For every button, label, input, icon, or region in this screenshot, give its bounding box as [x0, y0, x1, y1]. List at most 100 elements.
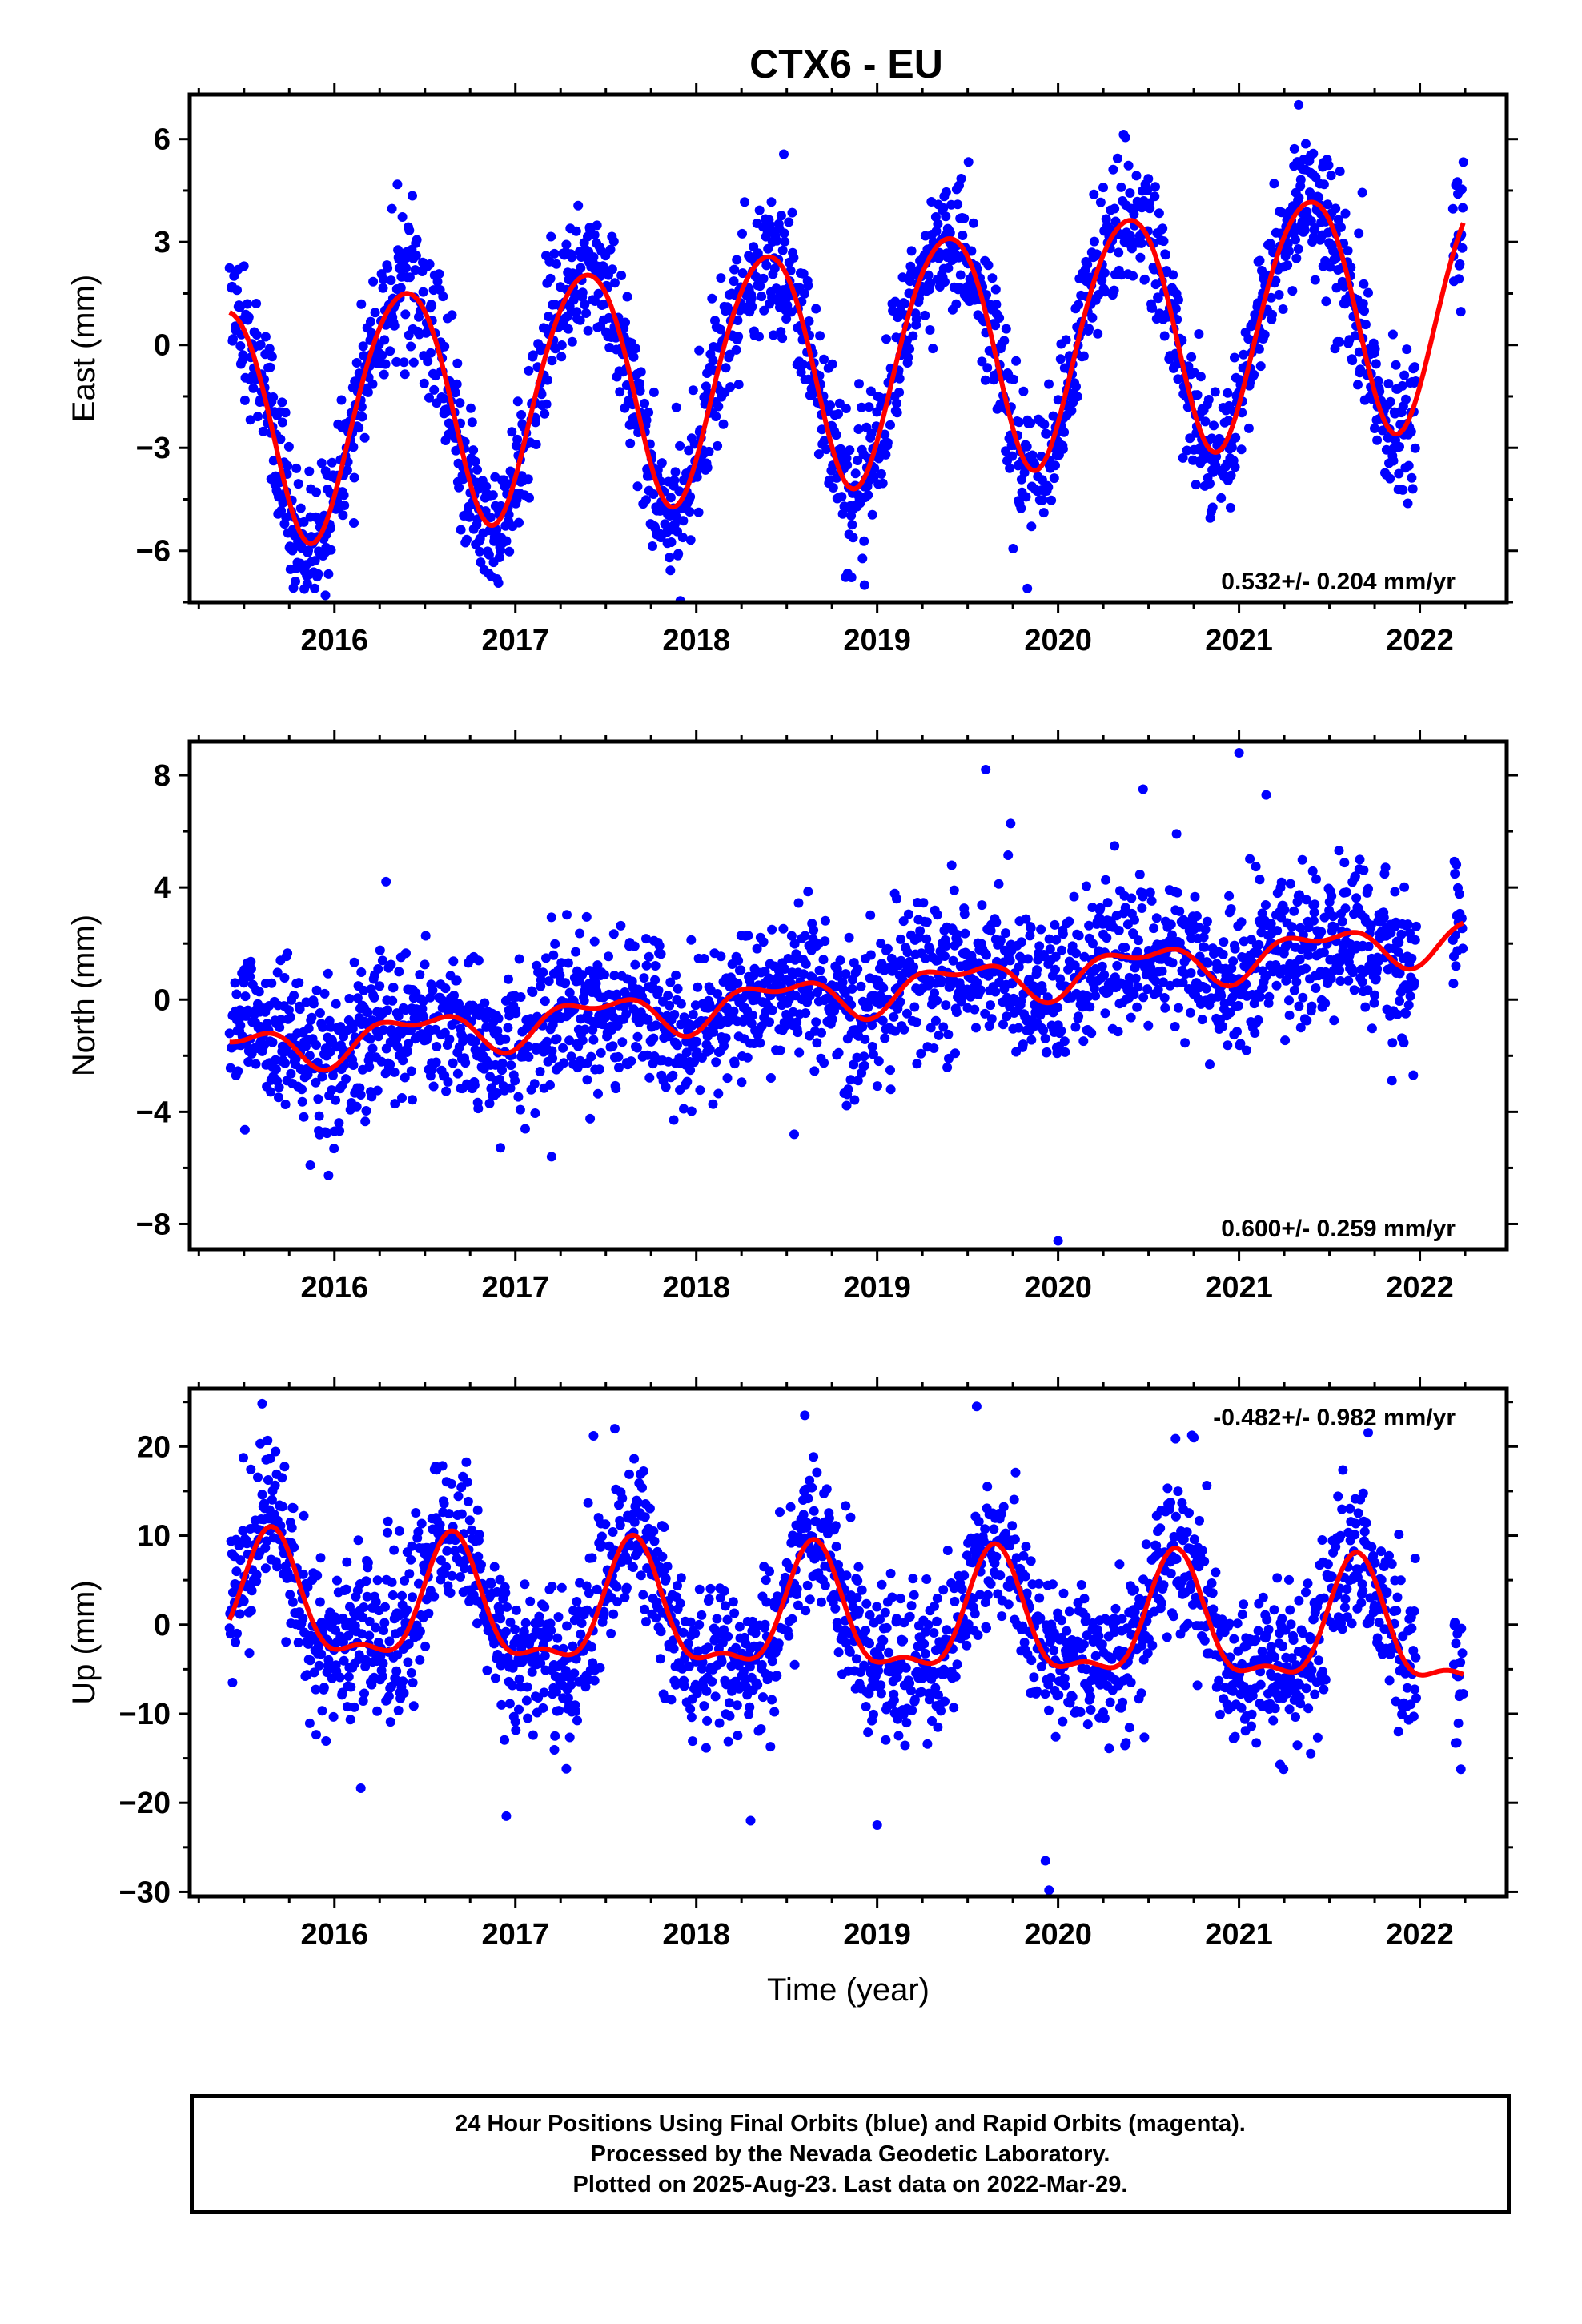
- data-point: [438, 292, 448, 302]
- data-point: [1458, 157, 1468, 167]
- data-point: [232, 285, 242, 296]
- data-point: [807, 972, 817, 983]
- data-point: [470, 456, 480, 467]
- data-point: [464, 1515, 475, 1526]
- data-point: [235, 1020, 246, 1031]
- data-point: [867, 1020, 877, 1031]
- data-point: [449, 991, 459, 1000]
- data-point: [360, 1116, 371, 1127]
- data-point: [1458, 943, 1468, 954]
- data-point: [669, 1115, 679, 1125]
- data-point: [238, 350, 248, 360]
- data-point: [827, 1014, 837, 1024]
- data-point: [842, 460, 853, 470]
- data-point: [355, 1090, 366, 1100]
- data-point: [1307, 1001, 1317, 1011]
- data-point: [1071, 948, 1081, 959]
- data-point: [878, 983, 889, 993]
- data-point: [1289, 906, 1299, 916]
- data-point: [586, 1051, 596, 1062]
- data-point: [991, 917, 1002, 927]
- data-point: [238, 1526, 248, 1536]
- data-point: [1283, 260, 1293, 271]
- data-point: [420, 1641, 431, 1651]
- data-point: [1186, 352, 1197, 362]
- data-point: [547, 1046, 557, 1056]
- data-point: [1272, 926, 1283, 936]
- data-point: [406, 1554, 416, 1565]
- data-point: [235, 1609, 245, 1619]
- data-point: [641, 415, 652, 425]
- data-point: [729, 1059, 740, 1069]
- data-point: [923, 270, 934, 280]
- data-point: [906, 246, 917, 256]
- data-point: [420, 931, 431, 941]
- data-point: [575, 315, 585, 325]
- data-point: [504, 546, 515, 557]
- data-point: [407, 1541, 417, 1551]
- data-point: [1058, 444, 1068, 454]
- data-point: [1026, 418, 1036, 428]
- data-point: [1303, 923, 1314, 933]
- data-point: [393, 1011, 404, 1021]
- data-point: [779, 228, 789, 239]
- data-point: [1082, 259, 1093, 270]
- data-point: [648, 489, 659, 499]
- data-point: [1099, 267, 1110, 278]
- data-point: [541, 399, 552, 409]
- data-point: [251, 330, 262, 340]
- data-point: [1060, 1047, 1070, 1057]
- data-point: [856, 981, 866, 991]
- data-point: [313, 1094, 323, 1104]
- data-point: [1110, 216, 1121, 227]
- data-point: [299, 1112, 309, 1122]
- data-point: [493, 1013, 504, 1023]
- data-point: [1283, 939, 1293, 949]
- data-point: [656, 458, 667, 468]
- data-point: [253, 412, 263, 422]
- data-point: [356, 402, 367, 412]
- data-point: [255, 340, 266, 350]
- data-point: [1379, 912, 1389, 923]
- data-point: [920, 310, 930, 320]
- data-point: [670, 467, 681, 477]
- data-point: [303, 1023, 314, 1034]
- data-point: [564, 987, 575, 998]
- data-point: [941, 941, 951, 951]
- data-point: [1269, 179, 1279, 189]
- data-point: [1191, 911, 1202, 921]
- y-tick-label: 3: [154, 226, 171, 259]
- data-point: [1149, 923, 1159, 934]
- data-point: [524, 493, 534, 503]
- data-point: [373, 1031, 383, 1042]
- data-point: [528, 1730, 538, 1740]
- data-point: [805, 991, 815, 1001]
- data-point: [367, 1092, 377, 1102]
- data-point: [1410, 935, 1420, 945]
- data-point: [1023, 954, 1033, 964]
- data-point: [650, 961, 661, 971]
- data-point: [812, 1038, 822, 1048]
- data-point: [1310, 275, 1320, 285]
- data-point: [504, 1699, 515, 1709]
- data-point: [387, 203, 397, 214]
- panel-up: 2016 2017 2018 2019 2020 2021 2022−30−20−10010…: [66, 1377, 1518, 2008]
- data-point: [757, 292, 767, 302]
- data-point: [1218, 1021, 1228, 1031]
- data-point: [911, 314, 921, 324]
- data-point: [1058, 929, 1068, 939]
- data-point: [334, 1118, 344, 1128]
- data-point: [1067, 941, 1078, 951]
- data-point: [268, 392, 279, 402]
- data-point: [820, 936, 830, 947]
- data-point: [392, 1041, 403, 1051]
- data-point: [1026, 1035, 1037, 1045]
- data-point: [379, 275, 389, 284]
- data-point: [304, 1718, 315, 1728]
- data-point: [1249, 369, 1259, 380]
- data-point: [669, 475, 680, 485]
- data-point: [1359, 865, 1369, 875]
- data-point: [877, 478, 888, 489]
- data-point: [596, 1540, 607, 1550]
- data-point: [1136, 238, 1146, 248]
